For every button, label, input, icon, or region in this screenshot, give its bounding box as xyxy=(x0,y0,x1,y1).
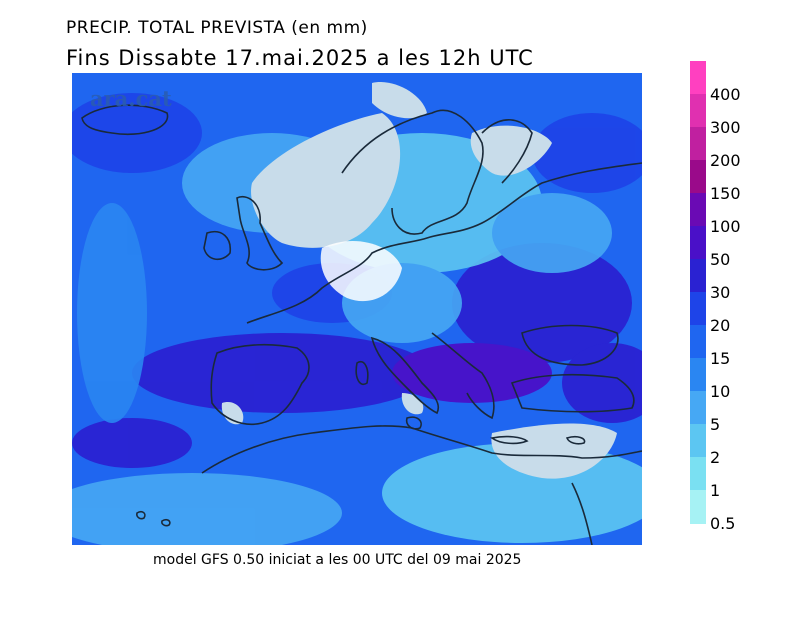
precipitation-map: ara.cat xyxy=(72,73,642,545)
color-scale-label: 1 xyxy=(710,481,721,500)
color-scale-segment xyxy=(690,127,706,161)
map-canvas xyxy=(72,73,642,545)
color-scale-label: 200 xyxy=(710,151,741,170)
model-run-info: model GFS 0.50 iniciat a les 00 UTC del … xyxy=(153,552,522,568)
color-scale-segment xyxy=(690,457,706,491)
color-scale-segment xyxy=(690,259,706,293)
color-scale-label: 20 xyxy=(710,316,731,335)
color-scale-segment xyxy=(690,94,706,128)
color-scale-label: 100 xyxy=(710,217,741,236)
color-scale-label: 300 xyxy=(710,118,741,137)
color-scale-segment xyxy=(690,358,706,392)
color-scale-label: 15 xyxy=(710,349,731,368)
chart-title: PRECIP. TOTAL PREVISTA (en mm) xyxy=(66,18,368,38)
color-scale-label: 150 xyxy=(710,184,741,203)
color-scale-bar xyxy=(690,61,706,524)
dry-areas xyxy=(221,82,617,479)
color-scale-segment xyxy=(690,226,706,260)
ara-cat-logo: ara.cat xyxy=(90,86,172,111)
color-scale-segment xyxy=(690,490,706,524)
color-scale-segment xyxy=(690,61,706,95)
color-scale-label: 2 xyxy=(710,448,721,467)
color-scale-label: 10 xyxy=(710,382,731,401)
color-scale-label: 0.5 xyxy=(710,514,736,533)
color-scale-segment xyxy=(690,193,706,227)
coastlines xyxy=(81,104,642,545)
color-scale-segment xyxy=(690,292,706,326)
color-scale-label: 30 xyxy=(710,283,731,302)
color-scale-label: 5 xyxy=(710,415,721,434)
forecast-valid-time: Fins Dissabte 17.mai.2025 a les 12h UTC xyxy=(66,46,534,70)
color-scale-segment xyxy=(690,391,706,425)
color-scale-segment xyxy=(690,160,706,194)
no-precip-zone xyxy=(320,240,402,302)
color-scale-segment xyxy=(690,424,706,458)
color-scale-label: 400 xyxy=(710,85,741,104)
color-scale-label: 50 xyxy=(710,250,731,269)
color-scale-segment xyxy=(690,325,706,359)
